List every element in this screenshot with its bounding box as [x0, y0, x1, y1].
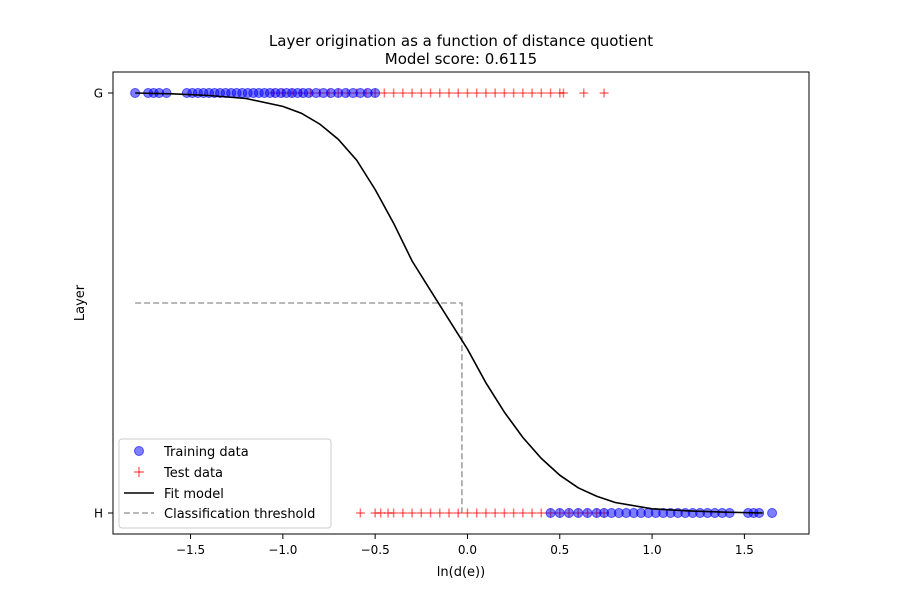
test-data-point	[481, 88, 491, 98]
legend-training-label: Training data	[163, 445, 249, 460]
test-data-point	[355, 508, 365, 518]
test-data-point	[558, 88, 568, 98]
x-tick-label: 1.0	[643, 543, 662, 557]
plot-frame	[112, 71, 810, 535]
test-data-point	[527, 508, 537, 518]
test-data-point	[462, 508, 472, 518]
legend-fit-label: Fit model	[164, 487, 224, 502]
test-data-point	[444, 508, 454, 518]
classification-threshold-line	[135, 302, 463, 513]
y-tick-label: H	[94, 507, 103, 521]
test-data-point	[499, 508, 509, 518]
legend-box	[118, 438, 332, 529]
plot-area	[130, 88, 778, 518]
test-data-point	[490, 88, 500, 98]
test-data-point	[462, 88, 472, 98]
chart-subtitle: Model score: 0.6115	[385, 50, 537, 68]
legend: Training data Test data Fit model Classi…	[118, 438, 332, 529]
legend-threshold-label: Classification threshold	[164, 507, 315, 522]
test-data-point	[509, 508, 519, 518]
test-data-point	[518, 88, 528, 98]
y-axis-label: Layer	[73, 284, 88, 321]
test-data-point	[481, 508, 491, 518]
training-data-point	[767, 508, 778, 518]
test-data-point	[546, 88, 556, 98]
test-data-point	[453, 508, 463, 518]
test-data-point	[499, 88, 509, 98]
x-tick-label: 1.5	[735, 543, 754, 557]
training-data-point	[370, 88, 381, 98]
training-data-point	[554, 508, 565, 518]
test-data-point	[472, 88, 482, 98]
test-data-point	[398, 88, 408, 98]
test-data-point	[509, 88, 519, 98]
test-data-point	[389, 88, 399, 98]
test-data-point	[444, 88, 454, 98]
training-data-point	[545, 508, 556, 518]
x-axis: −1.5 −1.0 −0.5 0.0 0.5 1.0 1.5	[176, 534, 754, 557]
test-data-point	[379, 88, 389, 98]
legend-test-label: Test data	[163, 466, 223, 481]
training-data-point	[573, 508, 584, 518]
test-data-point	[579, 88, 589, 98]
test-data-point	[527, 88, 537, 98]
test-data-point	[490, 508, 500, 518]
test-data-point	[453, 88, 463, 98]
x-tick-label: −1.5	[176, 543, 205, 557]
legend-test-marker	[134, 467, 144, 477]
y-axis: GH	[94, 87, 113, 521]
test-data-point	[416, 508, 426, 518]
x-axis-label: ln(d(e))	[437, 565, 485, 580]
x-tick-label: 0.5	[550, 543, 569, 557]
training-data-point	[564, 508, 574, 518]
x-tick-label: −1.0	[268, 543, 297, 557]
chart-title: Layer origination as a function of dista…	[269, 32, 653, 50]
test-data-point	[518, 508, 528, 518]
legend-training-marker	[134, 446, 144, 456]
y-tick-label: G	[94, 87, 103, 101]
test-data-point	[599, 88, 609, 98]
test-data-point	[389, 508, 399, 518]
test-data-point	[416, 88, 426, 98]
test-data-point	[398, 508, 408, 518]
test-data-point	[407, 508, 417, 518]
test-data-point	[426, 88, 436, 98]
fit-model-line	[135, 92, 763, 514]
test-data-point	[407, 88, 417, 98]
test-data-point	[435, 88, 445, 98]
test-data-point	[536, 88, 546, 98]
x-tick-label: −0.5	[361, 543, 390, 557]
test-data-point	[472, 508, 482, 518]
training-data-point	[582, 508, 593, 518]
test-data-point	[426, 508, 436, 518]
x-tick-label: 0.0	[458, 543, 477, 557]
test-data-point	[536, 508, 546, 518]
test-data-point	[435, 508, 445, 518]
